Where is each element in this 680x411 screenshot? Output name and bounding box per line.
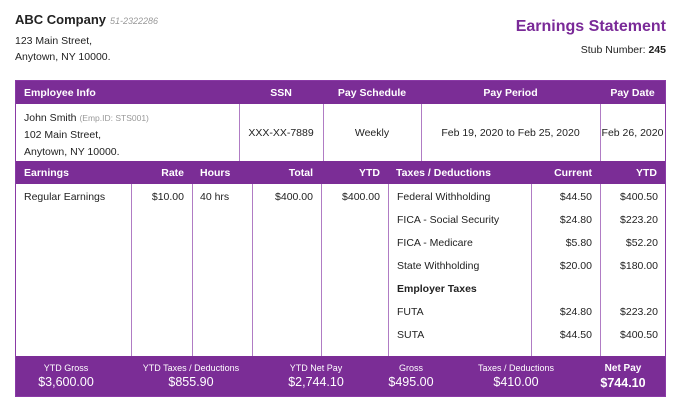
summary-ytd-gross: YTD Gross $3,600.00 [38,363,94,389]
pay-period: Feb 19, 2020 to Feb 25, 2020 [441,126,580,139]
pay-schedule: Weekly [354,126,390,139]
header-ssn: SSN [270,86,292,99]
header-taxes: Taxes / Deductions [396,166,491,179]
header-total: Total [288,166,313,179]
header-pay-schedule: Pay Schedule [337,86,407,99]
company-address: 123 Main Street, Anytown, NY 10000. [15,35,111,63]
header-ytd: YTD [359,166,380,179]
summary-bar: YTD Gross $3,600.00 YTD Taxes / Deduction… [16,356,665,396]
earnings-header-row: Earnings Rate Hours Total YTD Taxes / De… [16,161,665,184]
pay-stub-table: Employee Info SSN Pay Schedule Pay Perio… [15,80,666,397]
employer-taxes-label: Employer Taxes [397,283,477,295]
header-rate: Rate [161,166,184,179]
summary-net-pay: Net Pay $744.10 [600,362,646,390]
employee-info: John Smith (Emp.ID: STS001) 102 Main Str… [24,112,149,158]
employee-ssn: XXX-XX-7889 [248,126,314,139]
summary-ytd-taxes: YTD Taxes / Deductions $855.90 [142,363,240,389]
statement-title: Earnings Statement [515,18,666,35]
stub-number: Stub Number: 245 [580,44,666,56]
header-taxes-ytd: YTD [636,166,657,179]
header-pay-period: Pay Period [483,86,538,99]
header-earnings: Earnings [24,166,69,179]
header-current: Current [554,166,592,179]
summary-ytd-net-pay: YTD Net Pay $2,744.10 [288,363,344,389]
header-hours: Hours [200,166,231,179]
company-ein: 51-2322286 [110,16,159,26]
info-header-row: Employee Info SSN Pay Schedule Pay Perio… [16,81,665,104]
pay-date: Feb 26, 2020 [601,126,664,139]
header-pay-date: Pay Date [610,86,655,99]
company-name: ABC Company 51-2322286 [15,12,159,27]
summary-gross: Gross $495.00 [388,363,434,389]
summary-taxes: Taxes / Deductions $410.00 [477,363,555,389]
header-employee-info: Employee Info [24,86,96,99]
